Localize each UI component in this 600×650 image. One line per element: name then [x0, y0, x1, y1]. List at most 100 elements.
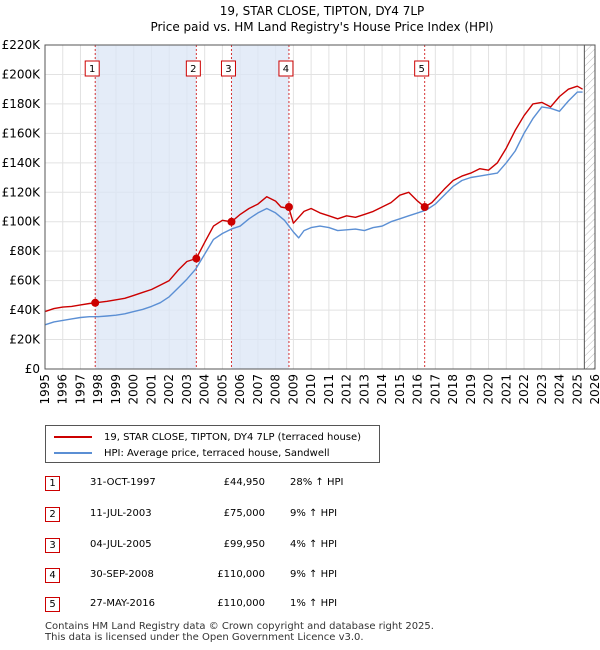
x-tick-label: 2011	[322, 374, 336, 405]
x-tick-label: 2015	[393, 374, 407, 405]
x-tick-label: 1996	[56, 374, 70, 405]
x-tick-label: 2024	[553, 374, 567, 405]
x-tick-label: 2002	[162, 374, 176, 405]
price-chart: 19, STAR CLOSE, TIPTON, DY4 7LP Price pa…	[2, 4, 600, 405]
x-tick-label: 2025	[570, 374, 584, 405]
x-tick-label: 2001	[144, 374, 158, 405]
x-tick-label: 2014	[375, 374, 389, 405]
sale-point	[420, 203, 429, 211]
sale-point	[284, 203, 293, 211]
transaction-price: £75,000	[223, 508, 265, 519]
transaction-price: £110,000	[217, 598, 265, 609]
footer: Contains HM Land Registry data © Crown c…	[45, 621, 434, 643]
sale-number-box	[84, 60, 100, 77]
transaction-date: 31-OCT-1997	[90, 477, 156, 488]
sale-number-box	[185, 60, 201, 77]
x-tick-label: 2018	[446, 374, 460, 405]
sale-point	[91, 298, 100, 307]
x-tick-label: 2003	[180, 374, 194, 405]
transaction-row: 2 11-JUL-2003 £75,000 9% ↑ HPI	[45, 507, 565, 523]
transaction-hpi: 9% ↑ HPI	[290, 569, 338, 580]
plot-area: 1 2 3 4 5 £0 £20K £40K £60K £80K £100K £120K £140K £1…	[2, 38, 600, 405]
transaction-row: 4 30-SEP-2008 £110,000 9% ↑ HPI	[45, 568, 565, 584]
x-tick-label: 2009	[286, 374, 300, 405]
sale-point	[227, 217, 236, 226]
x-tick-label: 2022	[517, 374, 531, 405]
x-tick-label: 1997	[73, 374, 87, 405]
x-tick-label: 2000	[127, 374, 141, 405]
transaction-price: £99,950	[223, 539, 265, 550]
transaction-hpi: 28% ↑ HPI	[290, 477, 344, 488]
x-tick-label: 2006	[233, 374, 247, 405]
transaction-number: 3	[45, 538, 60, 553]
x-tick-label: 2005	[215, 374, 229, 405]
x-tick-label: 2012	[340, 374, 354, 405]
y-tick-label: £160K	[2, 126, 42, 140]
y-tick-label: £100K	[2, 215, 42, 229]
x-tick-label: 2008	[269, 374, 283, 405]
x-tick-label: 2007	[251, 374, 265, 405]
y-tick-label: £200K	[2, 67, 42, 81]
legend-label-property: 19, STAR CLOSE, TIPTON, DY4 7LP (terrace…	[104, 431, 362, 443]
transaction-number: 4	[45, 568, 60, 583]
y-tick-label: £140K	[2, 156, 42, 170]
sale-number-label: 4	[283, 64, 289, 75]
y-tick-label: £40K	[9, 303, 41, 317]
sale-number-box	[414, 60, 430, 77]
x-tick-label: 2019	[464, 374, 478, 405]
x-tick-label: 1998	[91, 374, 105, 405]
x-tick-label: 2020	[482, 374, 496, 405]
x-tick-label: 2021	[499, 374, 513, 405]
chart-title: 19, STAR CLOSE, TIPTON, DY4 7LP	[220, 4, 425, 18]
x-tick-label: 2010	[304, 374, 318, 405]
x-tick-label: 2013	[357, 374, 371, 405]
transaction-number: 5	[45, 597, 60, 612]
chart-subtitle: Price paid vs. HM Land Registry's House …	[150, 20, 493, 34]
y-tick-label: £0	[25, 362, 40, 376]
y-tick-label: £180K	[2, 97, 42, 111]
transaction-date: 11-JUL-2003	[90, 508, 152, 519]
transaction-hpi: 4% ↑ HPI	[290, 539, 338, 550]
sale-number-box	[278, 60, 294, 77]
property-price-line	[44, 85, 583, 313]
x-tick-label: 2016	[411, 374, 425, 405]
y-tick-label: £120K	[2, 185, 42, 199]
x-tick-label: 2017	[428, 374, 442, 405]
transaction-number: 2	[45, 507, 60, 522]
y-tick-label: £80K	[9, 244, 41, 258]
x-tick-label: 2026	[588, 374, 600, 405]
footer-copyright: Contains HM Land Registry data © Crown c…	[45, 621, 434, 632]
sale-number-label: 1	[89, 64, 95, 75]
transaction-hpi: 1% ↑ HPI	[290, 598, 338, 609]
hpi-line	[44, 91, 583, 326]
footer-licence: This data is licensed under the Open Gov…	[45, 632, 364, 643]
sale-number-box	[220, 60, 236, 77]
x-tick-label: 1995	[38, 374, 52, 405]
ownership-period-shade	[95, 45, 197, 369]
transaction-number: 1	[45, 476, 60, 491]
x-tick-label: 2023	[535, 374, 549, 405]
legend-swatch-property	[54, 436, 92, 438]
sale-number-label: 3	[225, 64, 231, 75]
plot-frame	[44, 44, 596, 370]
ownership-period-shade	[231, 45, 289, 369]
legend-item-property: 19, STAR CLOSE, TIPTON, DY4 7LP (terrace…	[54, 429, 361, 445]
y-tick-label: £20K	[9, 333, 41, 347]
y-tick-label: £60K	[9, 274, 41, 288]
transaction-price: £110,000	[217, 569, 265, 580]
transaction-row: 1 31-OCT-1997 £44,950 28% ↑ HPI	[45, 476, 565, 492]
sale-number-label: 5	[418, 64, 424, 75]
legend-label-hpi: HPI: Average price, terraced house, Sand…	[104, 447, 330, 459]
transaction-date: 04-JUL-2005	[90, 539, 152, 550]
transaction-date: 30-SEP-2008	[90, 569, 154, 580]
transaction-date: 27-MAY-2016	[90, 598, 156, 609]
x-tick-label: 2004	[198, 374, 212, 405]
future-period-hatch	[584, 45, 595, 369]
sale-point	[192, 254, 201, 263]
transaction-row: 5 27-MAY-2016 £110,000 1% ↑ HPI	[45, 597, 565, 613]
sale-number-label: 2	[190, 64, 196, 75]
x-tick-label: 1999	[109, 374, 123, 405]
transaction-price: £44,950	[223, 477, 265, 488]
transaction-hpi: 9% ↑ HPI	[290, 508, 338, 519]
transaction-row: 3 04-JUL-2005 £99,950 4% ↑ HPI	[45, 538, 565, 554]
